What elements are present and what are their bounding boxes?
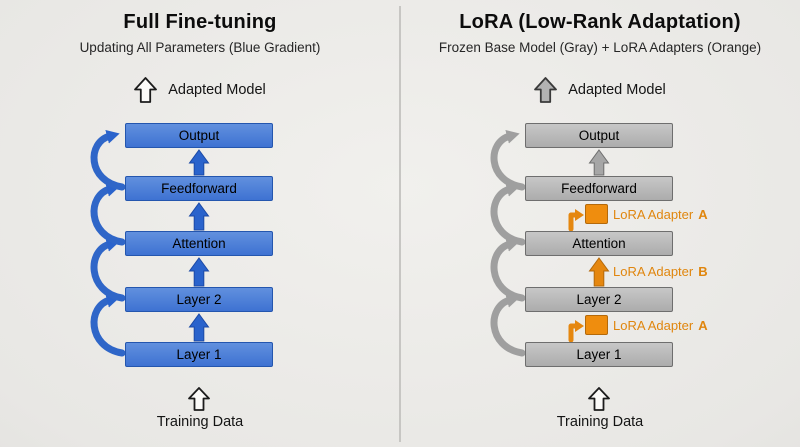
- flow-arrows-blue: [90, 129, 210, 357]
- panel-subtitle: Frozen Base Model (Gray) + LoRA Adapters…: [438, 40, 762, 55]
- adapted-model-row: Adapted Model: [0, 77, 400, 103]
- adapted-model-row: Adapted Model: [400, 77, 800, 103]
- panel-title: Full Fine-tuning: [123, 11, 277, 33]
- adapter-key: A: [698, 318, 708, 333]
- adapted-model-label: Adapted Model: [568, 82, 666, 98]
- panel-subtitle: Updating All Parameters (Blue Gradient): [79, 40, 321, 55]
- lora-adapter-block-a-bottom: [585, 315, 608, 335]
- layer-box-layer2: Layer 2: [125, 287, 273, 312]
- layer-box-layer1: Layer 1: [525, 342, 673, 367]
- lora-adapter-label-a-bottom: LoRA Adapter A: [613, 318, 708, 333]
- adapter-key: A: [698, 207, 708, 222]
- up-arrow-outline-icon: [134, 77, 158, 103]
- recurrent-arrows-gray: [490, 129, 526, 357]
- panel-divider: [399, 6, 401, 442]
- lora-adapter-block-a-top: [585, 204, 608, 224]
- up-arrow-gray-icon: [534, 77, 558, 103]
- training-data-label: Training Data: [556, 414, 644, 430]
- layer-box-output: Output: [525, 123, 673, 148]
- layer-box-layer2: Layer 2: [525, 287, 673, 312]
- training-data-arrow-icon: [588, 387, 610, 411]
- adapter-key: B: [698, 264, 708, 279]
- adapter-text: LoRA Adapter: [613, 318, 694, 333]
- layer-box-attention: Attention: [125, 231, 273, 256]
- adapter-text: LoRA Adapter: [613, 264, 694, 279]
- adapted-model-label: Adapted Model: [168, 82, 266, 98]
- lora-adapter-label-a-top: LoRA Adapter A: [613, 207, 708, 222]
- training-data-label: Training Data: [156, 414, 244, 430]
- adapter-text: LoRA Adapter: [613, 207, 694, 222]
- layer-box-feedforward: Feedforward: [125, 176, 273, 201]
- layer-box-attention: Attention: [525, 231, 673, 256]
- layer-box-layer1: Layer 1: [125, 342, 273, 367]
- panel-title: LoRA (Low-Rank Adaptation): [459, 11, 741, 33]
- recurrent-arrows-blue: [90, 129, 126, 357]
- layer-box-feedforward: Feedforward: [525, 176, 673, 201]
- panel-full-finetuning: Full Fine-tuning Updating All Parameters…: [0, 11, 400, 430]
- training-data-arrow-icon: [188, 387, 210, 411]
- layer-box-output: Output: [125, 123, 273, 148]
- lora-adapter-label-b: LoRA Adapter B: [613, 264, 708, 279]
- panel-lora: LoRA (Low-Rank Adaptation) Frozen Base M…: [400, 0, 800, 447]
